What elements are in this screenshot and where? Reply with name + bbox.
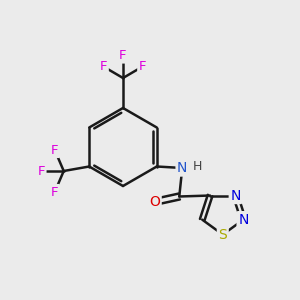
Text: F: F [100,60,107,73]
Text: O: O [149,195,160,209]
Text: N: N [230,188,241,203]
Text: F: F [51,143,59,157]
Text: N: N [238,213,248,227]
Text: F: F [51,185,59,199]
Text: S: S [218,228,227,242]
Text: F: F [139,60,146,73]
Text: F: F [38,164,45,178]
Text: H: H [193,160,203,173]
Text: N: N [177,161,188,175]
Text: F: F [119,49,127,62]
